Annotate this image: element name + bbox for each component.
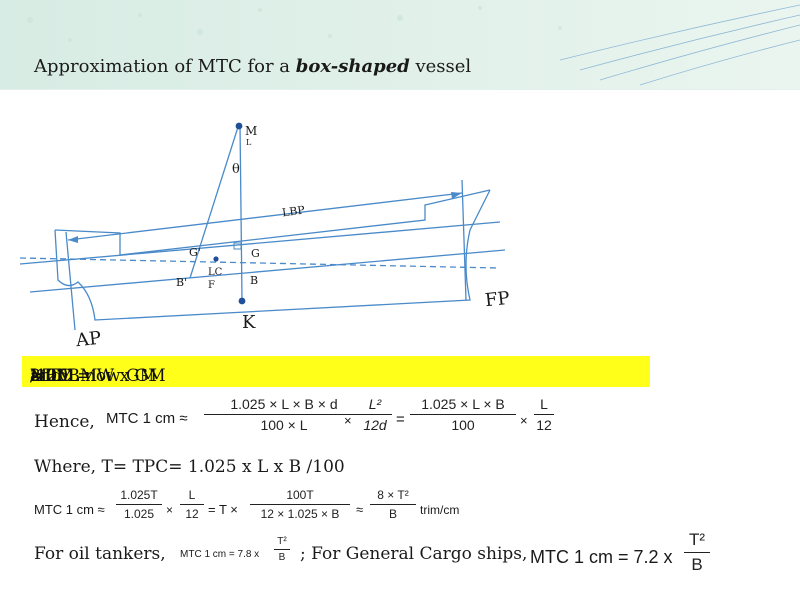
- label-g-prime: G': [189, 246, 201, 259]
- eq2-fraction-1: 1.025T 1.025: [116, 488, 162, 521]
- oil-tankers-formula: MTC 1 cm = 7.8 x: [180, 549, 260, 560]
- hence-lhs: MTC 1 cm ≈: [106, 410, 188, 427]
- hence-times-1: ×: [344, 413, 352, 428]
- label-ap: AP: [74, 327, 103, 352]
- label-theta: θ: [232, 162, 240, 177]
- mtc-definition-highlight: MTC = W x GM L/100L now GM L ≈BM L and BM L …: [22, 356, 650, 387]
- eq2-unit: trim/cm: [420, 503, 460, 517]
- point-k: [238, 297, 246, 305]
- eq2-fraction-4: 8 × T² B: [370, 488, 416, 521]
- cargo-ships-label: ; For General Cargo ships,: [300, 544, 528, 564]
- eq2-lhs: MTC 1 cm ≈: [34, 502, 105, 517]
- eq2-fraction-2: L 12: [180, 488, 204, 521]
- eq2-equals-t: = T ×: [208, 502, 238, 517]
- point-lcf: [213, 256, 219, 262]
- label-g: G: [251, 247, 260, 260]
- hence-fraction-3: 1.025 × L × B 100: [410, 396, 516, 433]
- oil-tankers-label: For oil tankers,: [34, 544, 166, 564]
- hence-fraction-4: L 12: [534, 396, 554, 433]
- hence-fraction-2: L² 12d: [358, 396, 392, 433]
- label-ml-m: M: [245, 124, 258, 138]
- cargo-ships-fraction: T² B: [684, 530, 710, 575]
- hence-times-2: ×: [520, 413, 528, 428]
- hence-fraction-1: 1.025 × L × B × d 100 × L: [204, 396, 364, 433]
- label-k: K: [242, 312, 256, 333]
- header-decoration: [0, 0, 800, 90]
- label-lcf-2: F: [208, 280, 215, 291]
- eq2-fraction-3: 100T 12 × 1.025 × B: [250, 488, 350, 521]
- label-b-prime: B': [176, 276, 188, 289]
- label-fp: FP: [483, 287, 511, 312]
- point-ml: [235, 122, 243, 130]
- oil-tankers-fraction: T² B: [274, 536, 290, 563]
- label-ml-l: L: [246, 138, 252, 147]
- slide-title: Approximation of MTC for a box-shaped ve…: [34, 56, 472, 77]
- where-tpc-line: Where, T= TPC= 1.025 x L x B /100: [34, 457, 345, 477]
- eq2-approx: ≈: [356, 502, 364, 517]
- hence-label: Hence,: [34, 412, 95, 432]
- label-b: B: [250, 274, 259, 287]
- hence-equals: =: [396, 411, 405, 428]
- label-lcf-1: LC: [208, 267, 223, 278]
- eq2-times-1: ×: [166, 503, 174, 517]
- cargo-ships-formula: MTC 1 cm = 7.2 x: [530, 547, 673, 567]
